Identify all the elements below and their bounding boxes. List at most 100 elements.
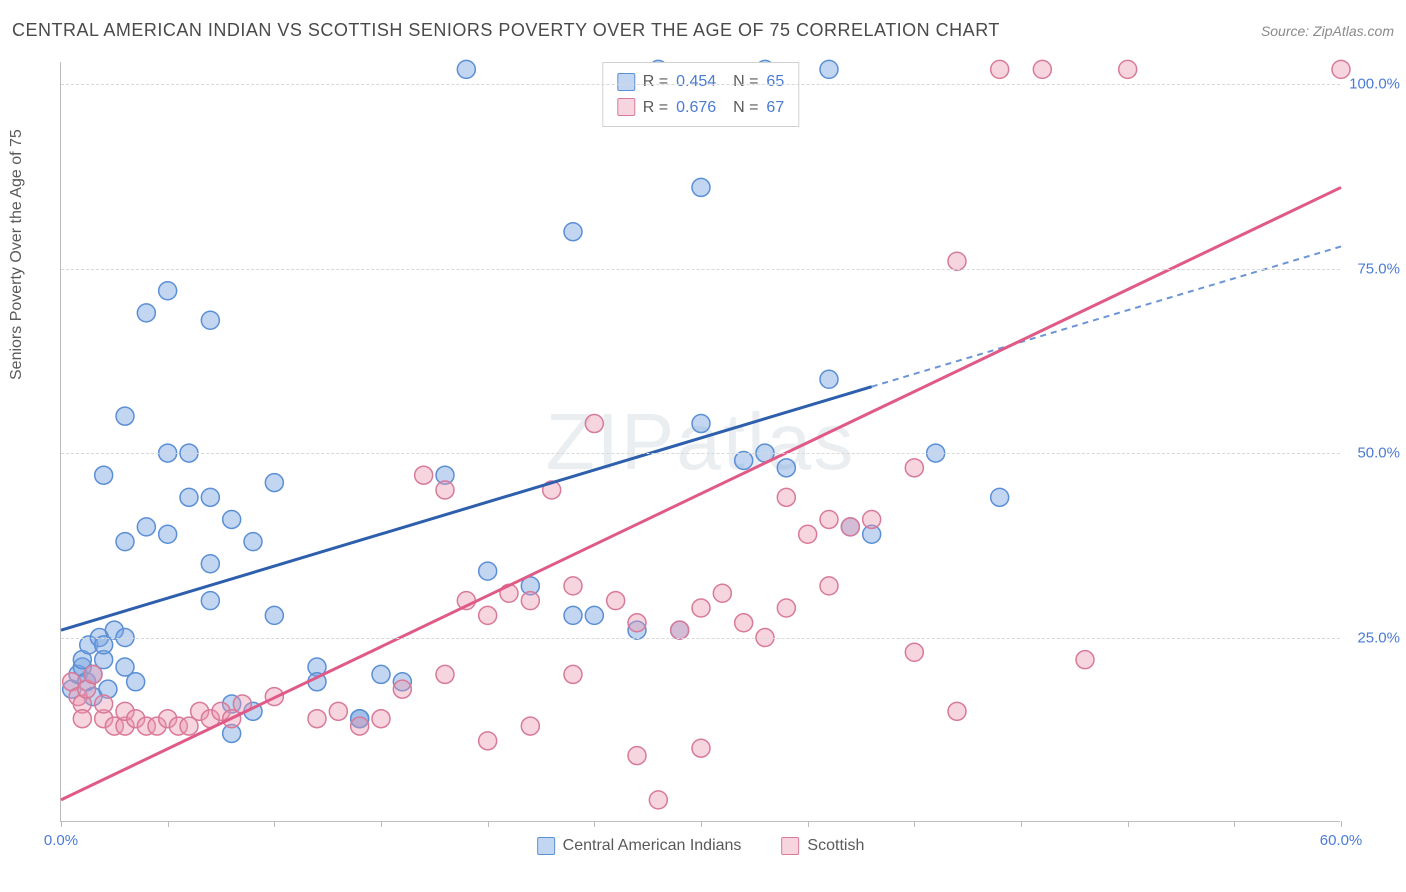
scatter-point-blue [180, 488, 198, 506]
scatter-point-blue [372, 665, 390, 683]
gridline-h [61, 453, 1340, 454]
legend-label-blue: Central American Indians [563, 837, 742, 855]
x-tick [1128, 821, 1129, 827]
scatter-point-pink [436, 665, 454, 683]
scatter-point-blue [127, 673, 145, 691]
stats-row-pink: R = 0.676 N = 67 [617, 95, 784, 121]
stat-n-pink: 67 [766, 95, 784, 121]
scatter-point-pink [521, 592, 539, 610]
scatter-point-blue [201, 555, 219, 573]
scatter-point-blue [735, 451, 753, 469]
x-tick [381, 821, 382, 827]
scatter-point-blue [137, 518, 155, 536]
scatter-point-pink [564, 665, 582, 683]
scatter-point-pink [905, 643, 923, 661]
scatter-point-pink [820, 577, 838, 595]
stat-r-blue: 0.454 [676, 69, 716, 95]
scatter-point-pink [1119, 60, 1137, 78]
scatter-point-pink [671, 621, 689, 639]
scatter-point-pink [692, 739, 710, 757]
x-tick [274, 821, 275, 827]
scatter-point-pink [84, 665, 102, 683]
scatter-point-blue [159, 525, 177, 543]
scatter-point-blue [201, 311, 219, 329]
stat-r-pink: 0.676 [676, 95, 716, 121]
scatter-point-blue [223, 510, 241, 528]
scatter-point-blue [244, 533, 262, 551]
chart-title: CENTRAL AMERICAN INDIAN VS SCOTTISH SENI… [12, 20, 1000, 41]
scatter-point-pink [628, 614, 646, 632]
scatter-point-blue [564, 223, 582, 241]
scatter-point-blue [265, 474, 283, 492]
legend-label-pink: Scottish [807, 837, 864, 855]
scatter-point-pink [991, 60, 1009, 78]
scatter-point-pink [436, 481, 454, 499]
scatter-point-pink [479, 606, 497, 624]
x-tick [1341, 821, 1342, 827]
scatter-point-pink [393, 680, 411, 698]
scatter-point-pink [948, 252, 966, 270]
scatter-point-blue [265, 606, 283, 624]
scatter-point-pink [735, 614, 753, 632]
scatter-point-pink [415, 466, 433, 484]
scatter-point-blue [820, 60, 838, 78]
scatter-point-blue [95, 466, 113, 484]
scatter-point-pink [585, 415, 603, 433]
scatter-point-blue [820, 370, 838, 388]
scatter-point-blue [457, 60, 475, 78]
x-tick [1234, 821, 1235, 827]
scatter-point-pink [607, 592, 625, 610]
scatter-point-pink [329, 702, 347, 720]
title-bar: CENTRAL AMERICAN INDIAN VS SCOTTISH SENI… [12, 20, 1394, 41]
x-tick [914, 821, 915, 827]
scatter-point-pink [777, 599, 795, 617]
scatter-point-blue [201, 488, 219, 506]
x-tick [61, 821, 62, 827]
scatter-point-blue [479, 562, 497, 580]
scatter-point-pink [799, 525, 817, 543]
x-tick [808, 821, 809, 827]
swatch-blue-icon [617, 73, 635, 91]
scatter-point-blue [201, 592, 219, 610]
x-tick [168, 821, 169, 827]
scatter-point-pink [564, 577, 582, 595]
scatter-point-blue [116, 407, 134, 425]
gridline-h [61, 84, 1340, 85]
x-tick-label: 0.0% [44, 832, 78, 849]
stats-row-blue: R = 0.454 N = 65 [617, 69, 784, 95]
scatter-point-pink [521, 717, 539, 735]
scatter-point-blue [137, 304, 155, 322]
scatter-point-pink [841, 518, 859, 536]
scatter-point-pink [372, 710, 390, 728]
trend-line-blue-extrapolated [872, 246, 1341, 386]
x-tick [1021, 821, 1022, 827]
scatter-point-pink [628, 747, 646, 765]
scatter-point-blue [159, 282, 177, 300]
plot-area: ZIPatlas R = 0.454 N = 65 R = 0.676 N = … [60, 62, 1340, 822]
source-attribution: Source: ZipAtlas.com [1261, 23, 1394, 39]
series-legend: Central American Indians Scottish [537, 837, 865, 855]
stat-label: N = [724, 69, 758, 95]
trend-line-pink [61, 187, 1341, 799]
correlation-stats-box: R = 0.454 N = 65 R = 0.676 N = 67 [602, 62, 799, 127]
swatch-blue-icon [537, 837, 555, 855]
scatter-point-pink [777, 488, 795, 506]
y-axis-label: Seniors Poverty Over the Age of 75 [8, 129, 26, 380]
scatter-point-blue [692, 415, 710, 433]
scatter-point-pink [649, 791, 667, 809]
scatter-point-pink [863, 510, 881, 528]
scatter-point-blue [564, 606, 582, 624]
y-tick-label: 25.0% [1345, 629, 1400, 646]
stat-label: R = [643, 69, 668, 95]
legend-item-pink: Scottish [781, 837, 864, 855]
x-tick [701, 821, 702, 827]
scatter-point-pink [351, 717, 369, 735]
scatter-point-pink [73, 710, 91, 728]
scatter-point-blue [991, 488, 1009, 506]
y-tick-label: 75.0% [1345, 260, 1400, 277]
x-tick [488, 821, 489, 827]
x-tick [594, 821, 595, 827]
scatter-plot-svg [61, 62, 1340, 821]
x-tick-label: 60.0% [1320, 832, 1363, 849]
scatter-point-blue [777, 459, 795, 477]
